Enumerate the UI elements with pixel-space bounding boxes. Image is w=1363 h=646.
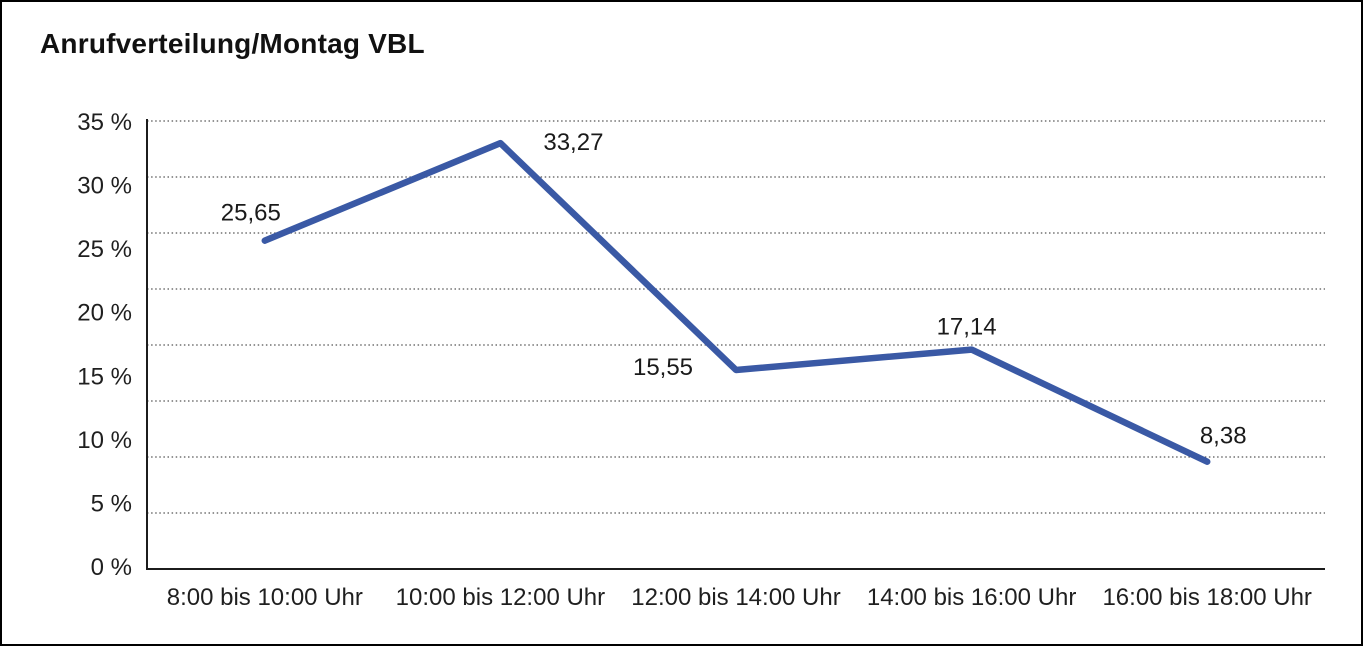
y-tick-label: 5 % bbox=[91, 490, 132, 517]
y-tick-label: 30 % bbox=[77, 173, 132, 200]
x-axis-label: 16:00 bis 18:00 Uhr bbox=[1102, 584, 1311, 611]
data-point-label: 15,55 bbox=[633, 354, 693, 381]
data-series-line bbox=[261, 139, 1211, 465]
x-axis-label: 12:00 bis 14:00 Uhr bbox=[631, 584, 840, 611]
y-tick-label: 15 % bbox=[77, 363, 132, 390]
data-point-label: 17,14 bbox=[937, 314, 997, 341]
data-point-label: 8,38 bbox=[1200, 423, 1247, 450]
data-point-label: 33,27 bbox=[543, 129, 603, 156]
x-axis-label: 14:00 bis 16:00 Uhr bbox=[867, 584, 1076, 611]
y-tick-label: 0 % bbox=[91, 554, 132, 581]
y-tick-label: 25 % bbox=[77, 236, 132, 263]
y-tick-label: 20 % bbox=[77, 300, 132, 327]
data-point-label: 25,65 bbox=[221, 200, 281, 227]
y-tick-label: 10 % bbox=[77, 427, 132, 454]
y-tick-label: 35 % bbox=[77, 109, 132, 136]
page-title: Anrufverteilung/Montag VBL bbox=[40, 28, 425, 59]
x-axis-label: 10:00 bis 12:00 Uhr bbox=[396, 584, 605, 611]
x-axis-label: 8:00 bis 10:00 Uhr bbox=[167, 584, 363, 611]
